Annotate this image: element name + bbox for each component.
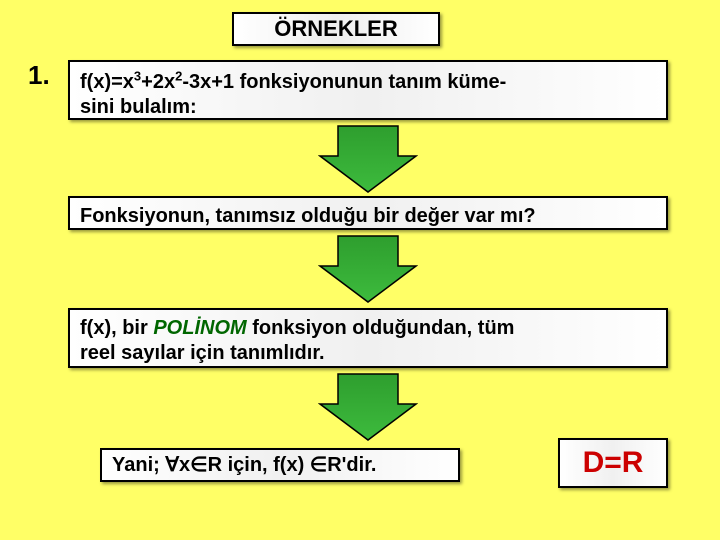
t: -3x+1 fonksiyonunun tanım küme- — [182, 71, 506, 93]
box3-line2: reel sayılar için tanımlıdır. — [80, 342, 325, 364]
box4-text: Yani; ∀x∈R için, f(x) ∈R'dir. — [112, 453, 376, 478]
slide: ÖRNEKLER 1. f(x)=x3+2x2-3x+1 fonksiyonun… — [0, 0, 720, 540]
box2-text: Fonksiyonun, tanımsız olduğu bir değer v… — [80, 205, 536, 227]
down-arrow-icon — [318, 124, 418, 194]
explanation-box: f(x), bir POLİNOM fonksiyon olduğundan, … — [68, 308, 668, 368]
t: f(x)=x — [80, 71, 134, 93]
conclusion-box: Yani; ∀x∈R için, f(x) ∈R'dir. — [100, 448, 460, 482]
t: f(x), bir — [80, 317, 153, 339]
polinom-word: POLİNOM — [153, 317, 246, 339]
example-number: 1. — [28, 60, 50, 91]
result-box: D=R — [558, 438, 668, 488]
box1-line2: sini bulalım: — [80, 96, 197, 118]
problem-box: f(x)=x3+2x2-3x+1 fonksiyonunun tanım küm… — [68, 60, 668, 120]
box3-line1: f(x), bir POLİNOM fonksiyon olduğundan, … — [80, 317, 514, 339]
t: +2x — [141, 71, 175, 93]
result-text: D=R — [583, 446, 644, 480]
title-text: ÖRNEKLER — [274, 16, 397, 42]
title-box: ÖRNEKLER — [232, 12, 440, 46]
down-arrow-icon — [318, 372, 418, 442]
down-arrow-icon — [318, 234, 418, 304]
t: fonksiyon olduğundan, tüm — [247, 317, 515, 339]
question-box: Fonksiyonun, tanımsız olduğu bir değer v… — [68, 196, 668, 230]
box1-line1: f(x)=x3+2x2-3x+1 fonksiyonunun tanım küm… — [80, 71, 506, 93]
